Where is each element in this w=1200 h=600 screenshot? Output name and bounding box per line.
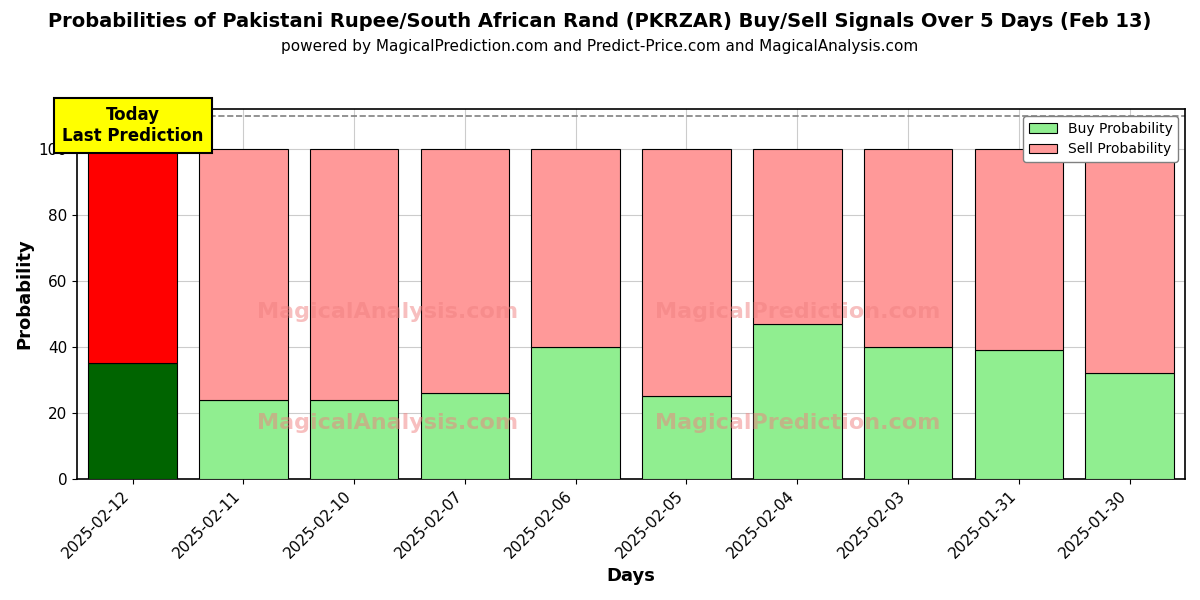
Bar	[532, 149, 620, 347]
Bar	[864, 347, 953, 479]
Bar	[752, 149, 841, 323]
Bar	[310, 149, 398, 400]
Bar	[89, 149, 176, 363]
Bar	[974, 149, 1063, 350]
Text: Today
Last Prediction: Today Last Prediction	[62, 106, 203, 145]
Bar	[752, 323, 841, 479]
Bar	[1085, 149, 1174, 373]
Text: MagicalAnalysis.com: MagicalAnalysis.com	[257, 413, 518, 433]
Bar	[642, 396, 731, 479]
Text: Probabilities of Pakistani Rupee/South African Rand (PKRZAR) Buy/Sell Signals Ov: Probabilities of Pakistani Rupee/South A…	[48, 12, 1152, 31]
Legend: Buy Probability, Sell Probability: Buy Probability, Sell Probability	[1024, 116, 1178, 162]
Text: MagicalPrediction.com: MagicalPrediction.com	[654, 413, 940, 433]
Text: MagicalAnalysis.com: MagicalAnalysis.com	[257, 302, 518, 322]
Text: MagicalPrediction.com: MagicalPrediction.com	[654, 302, 940, 322]
Bar	[420, 149, 509, 393]
Bar	[420, 393, 509, 479]
Y-axis label: Probability: Probability	[14, 239, 32, 349]
Bar	[310, 400, 398, 479]
Bar	[199, 149, 288, 400]
Bar	[532, 347, 620, 479]
Text: powered by MagicalPrediction.com and Predict-Price.com and MagicalAnalysis.com: powered by MagicalPrediction.com and Pre…	[281, 39, 919, 54]
Bar	[1085, 373, 1174, 479]
Bar	[89, 363, 176, 479]
Bar	[974, 350, 1063, 479]
X-axis label: Days: Days	[607, 567, 655, 585]
Bar	[864, 149, 953, 347]
Bar	[642, 149, 731, 396]
Bar	[199, 400, 288, 479]
